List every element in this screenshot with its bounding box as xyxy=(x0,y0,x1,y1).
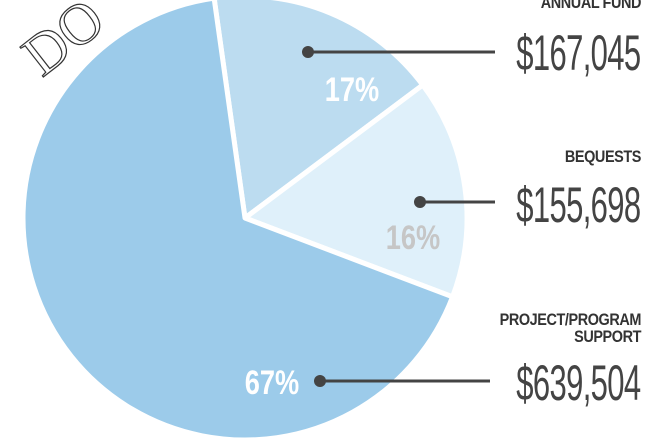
pie-slice xyxy=(211,0,426,221)
category-label: BEQUESTS xyxy=(564,147,642,166)
percent-label: 17% xyxy=(325,70,379,109)
percent-label: 16% xyxy=(386,218,440,257)
leader-dot xyxy=(414,196,426,208)
amount-label: $639,504 xyxy=(516,355,642,411)
amount-label: $155,698 xyxy=(516,177,642,233)
amount-label: $167,045 xyxy=(516,25,642,81)
leader-dot xyxy=(302,46,314,58)
category-label: PROJECT/PROGRAM SUPPORT xyxy=(499,310,642,346)
category-label: ANNUAL FUND xyxy=(540,0,642,12)
leader-dot xyxy=(314,375,326,387)
pie-slice xyxy=(242,82,470,300)
percent-label: 67% xyxy=(245,363,299,402)
pie-slice xyxy=(20,0,456,441)
